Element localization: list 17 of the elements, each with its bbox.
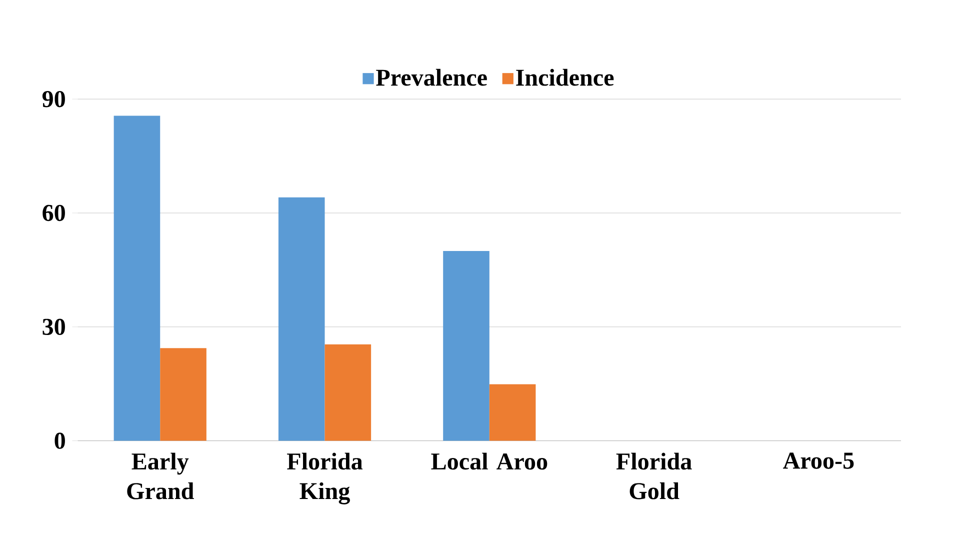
y-tick-label: 60 (42, 204, 65, 222)
y-tick-label: 30 (42, 318, 65, 335)
legend-label: Prevalence (376, 68, 487, 86)
y-tick-label: 0 (54, 432, 65, 449)
x-tick-label: Local Aroo (431, 452, 548, 470)
legend-label: Incidence (516, 68, 614, 86)
bar (489, 384, 536, 441)
y-tick-label: 90 (42, 90, 65, 108)
bar (443, 250, 490, 441)
x-tick-label: Aroo-5 (783, 452, 854, 469)
bar (160, 348, 206, 441)
bar (114, 116, 160, 441)
x-tick-label: Florida King (287, 452, 363, 504)
x-tick-label: Florida Gold (616, 452, 692, 500)
bar (324, 344, 372, 441)
bar (278, 197, 325, 441)
x-tick-label: Early Grand (127, 452, 194, 500)
